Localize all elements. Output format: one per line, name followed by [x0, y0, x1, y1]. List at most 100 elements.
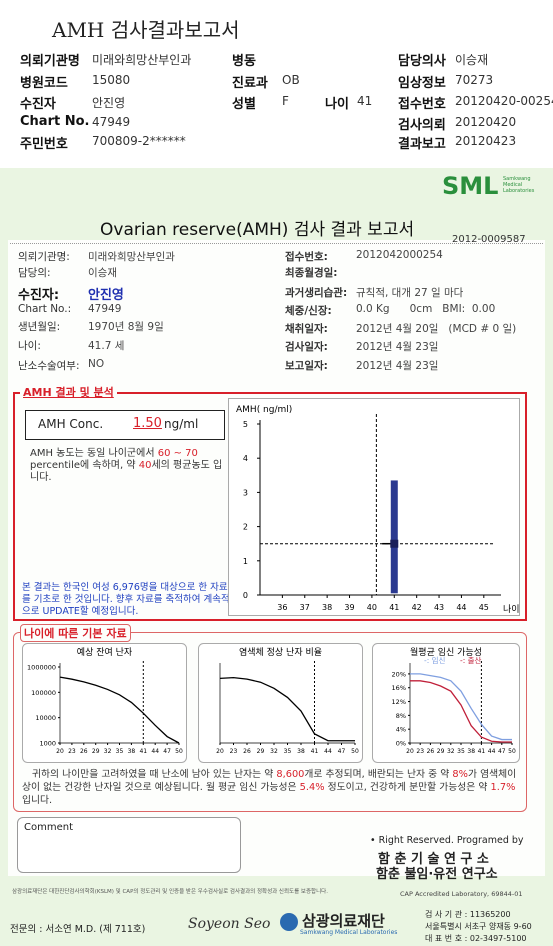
- x-tick-label: 42: [412, 603, 422, 612]
- field-label: 수진자: [20, 97, 56, 112]
- text: 5.4%: [299, 782, 325, 793]
- field-value: 70273: [455, 73, 494, 87]
- text: 1.7%: [490, 782, 516, 793]
- x-tick-label: 26: [243, 748, 251, 755]
- text: 40: [138, 460, 152, 471]
- x-tick-label: 50: [351, 748, 359, 755]
- field-value: 20120423: [455, 134, 517, 148]
- field-value: 15080: [92, 73, 131, 87]
- lab-id: 검 사 기 관 : 11365200: [425, 910, 511, 919]
- x-tick-label: 44: [324, 748, 332, 755]
- info-value: 규칙적, 대개 27 일 마다: [356, 287, 464, 299]
- field-value: 41: [357, 94, 373, 108]
- y-tick-label: 5: [243, 420, 248, 429]
- address: 서울특별시 서초구 양재동 9-60: [425, 922, 532, 931]
- series-line: [410, 680, 512, 743]
- series-line: [410, 673, 512, 741]
- info-value: 2012년 4월 23일: [356, 360, 439, 372]
- field-value: 미래와희망산부인과: [92, 53, 192, 67]
- y-tick-label: 10000: [35, 714, 56, 722]
- x-tick-label: 35: [116, 748, 124, 755]
- info-value: 0.0 Kg 0cm BMI: 0.00: [356, 303, 496, 315]
- x-tick-label: 29: [257, 748, 265, 755]
- report-title: Ovarian reserve(AMH) 검사 결과 보고서: [100, 220, 415, 240]
- conc-unit: ng/ml: [164, 417, 199, 431]
- field-value: F: [282, 94, 289, 108]
- info-label: 나이:: [18, 340, 41, 352]
- field-label: 결과보고: [398, 137, 446, 152]
- x-tick-label: 47: [163, 748, 171, 755]
- chart-frame: [228, 398, 520, 616]
- y-tick-label: 0: [243, 591, 248, 600]
- x-tick-label: 23: [230, 748, 238, 755]
- range-bar: [390, 480, 398, 594]
- x-tick-label: 41: [478, 748, 486, 755]
- info-label: 생년월일:: [18, 321, 61, 333]
- chart-title: 월평균 임신 가능성: [410, 646, 482, 658]
- field-label: 담당의사: [398, 54, 446, 69]
- note: 본 결과는 한국인 여성 6,976명을 대상으로 한 자료를 기초로 한 것입…: [22, 582, 230, 617]
- field-value: 20120420-00254: [455, 94, 553, 108]
- y-tick-label: 1000: [39, 740, 56, 748]
- text: 귀하의 나이만을 고려하였을 때 난소에 남아 있는 난자는 약: [32, 769, 274, 780]
- info-value: 2012042000254: [356, 249, 443, 261]
- y-tick-label: 12%: [392, 698, 406, 706]
- data-line: [219, 676, 355, 742]
- info-value: 47949: [88, 303, 122, 315]
- panel-frame: [198, 643, 363, 763]
- field-label: 병동: [232, 54, 256, 69]
- info-value: 이승재: [88, 267, 117, 279]
- x-tick-label: 23: [416, 748, 424, 755]
- legend-entry: -: 출산: [460, 655, 482, 665]
- y-tick-label: 0%: [396, 740, 406, 748]
- y-tick-label: 2: [243, 523, 248, 532]
- field-value: 700809-2******: [92, 134, 186, 148]
- x-tick-label: 41: [389, 603, 399, 612]
- info-value: 2012년 4월 20일 (MCD # 0 일): [356, 323, 517, 335]
- x-tick-label: 41: [139, 748, 147, 755]
- text: 개로 추정되며, 배란되는 난자 중 약: [304, 769, 450, 780]
- info-label: 과거생리습관:: [285, 287, 348, 299]
- comment-label: Comment: [24, 822, 73, 833]
- text: percentile에 속하며, 약: [30, 460, 136, 471]
- x-tick-label: 20: [216, 748, 224, 755]
- cap: CAP Accredited Laboratory, 69844-01: [400, 890, 523, 898]
- x-tick-label: 47: [338, 748, 346, 755]
- field-label: 검사의뢰: [398, 118, 446, 133]
- info-value: 41.7 세: [88, 340, 125, 352]
- org: 삼광의료재단: [302, 912, 385, 930]
- field-label: Chart No.: [20, 114, 90, 129]
- x-tick-label: 20: [406, 748, 414, 755]
- x-tick-label: 38: [297, 748, 305, 755]
- field-value: 이승재: [455, 53, 489, 67]
- divider: [10, 243, 543, 244]
- info-label: 최종월경일:: [285, 267, 338, 279]
- text: 60 ~ 70: [157, 448, 198, 459]
- info-label: 난소수술여부:: [18, 360, 80, 372]
- lab-name: 함춘 불임·유전 연구소: [376, 867, 498, 882]
- x-tick-label: 50: [508, 748, 516, 755]
- signature: Soyeon Seo: [188, 916, 271, 932]
- x-tick-label: 35: [457, 748, 465, 755]
- amh-box: [13, 392, 527, 621]
- x-tick-label: 26: [427, 748, 435, 755]
- y-tick-label: 16%: [392, 684, 406, 692]
- panel-frame: [22, 643, 187, 763]
- text: 정도이고, 건강하게 분만할 가능성은 약: [327, 782, 488, 793]
- info-label: 채취일자:: [285, 323, 328, 335]
- field-value: OB: [282, 73, 300, 87]
- report-number: 2012-0009587: [452, 234, 526, 245]
- basic-box: [13, 632, 527, 812]
- phone: 대 표 번 호 : 02-3497-5100: [425, 934, 527, 943]
- mini-chart: 염색체 정상 난자 비율 20 23 26 29 32 35 38 41 44 47 50: [198, 643, 363, 763]
- y-axis-label: AMH( ng/ml): [236, 405, 292, 415]
- conc-label: AMH Conc.: [38, 417, 104, 431]
- x-tick-label: 38: [467, 748, 475, 755]
- x-tick-label: 32: [447, 748, 455, 755]
- info-label: 담당의:: [18, 267, 51, 279]
- conc-box: [25, 410, 225, 440]
- field-label: 접수번호: [398, 97, 446, 112]
- info-label: 보고일자:: [285, 360, 328, 372]
